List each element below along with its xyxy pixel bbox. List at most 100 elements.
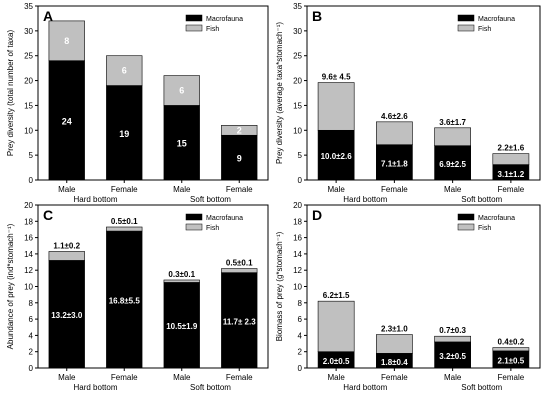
y-axis-label: Abundance of prey (ind*stomach⁻¹): [6, 223, 15, 349]
legend-label: Macrofauna: [206, 16, 243, 23]
y-tick-label: 16: [24, 234, 33, 243]
data-label-macrofauna: 11.7± 2.3: [223, 317, 256, 326]
legend-swatch: [186, 15, 202, 21]
data-label-fish: 3.6±1.7: [439, 118, 466, 127]
y-tick-label: 30: [24, 27, 33, 36]
data-label-macrofauna: 1.8±0.4: [381, 358, 408, 367]
chart-panel-c: C02468101214161820Abundance of prey (ind…: [6, 201, 268, 392]
x-group-label: Soft bottom: [190, 195, 231, 204]
x-category-label: Male: [173, 185, 191, 194]
y-tick-label: 6: [29, 315, 34, 324]
data-label-fish: 4.6±2.6: [381, 112, 408, 121]
y-tick-label: 10: [24, 283, 33, 292]
x-category-label: Female: [226, 185, 253, 194]
y-tick-label: 14: [293, 250, 302, 259]
bar-fish: [164, 280, 200, 282]
bar-fish: [318, 301, 354, 352]
y-tick-label: 8: [298, 299, 303, 308]
y-tick-label: 10: [293, 126, 302, 135]
y-tick-label: 10: [24, 126, 33, 135]
x-group-label: Hard bottom: [343, 383, 387, 392]
y-tick-label: 5: [29, 151, 34, 160]
y-tick-label: 2: [298, 348, 303, 357]
chart-panel-a: A05101520253035Prey diversity (total num…: [6, 2, 268, 204]
x-group-label: Hard bottom: [73, 195, 117, 204]
data-label-fish: 6: [122, 66, 127, 76]
data-label-fish: 0.5±0.1: [111, 217, 138, 226]
chart-panel-d: D02468101214161820Biomass of prey (g*sto…: [275, 201, 540, 392]
data-label-macrofauna: 13.2±3.0: [51, 311, 83, 320]
legend-swatch: [458, 214, 474, 220]
x-category-label: Female: [498, 185, 525, 194]
bar-fish: [493, 154, 529, 165]
legend-swatch: [186, 25, 202, 31]
y-tick-label: 35: [293, 2, 302, 11]
x-category-label: Male: [444, 373, 462, 382]
data-label-fish: 8: [64, 36, 69, 46]
x-group-label: Soft bottom: [190, 383, 231, 392]
y-tick-label: 35: [24, 2, 33, 11]
y-tick-label: 18: [24, 217, 33, 226]
y-tick-label: 8: [29, 299, 34, 308]
data-label-macrofauna: 10.0±2.6: [321, 152, 353, 161]
x-category-label: Male: [327, 185, 345, 194]
x-group-label: Soft bottom: [461, 383, 502, 392]
legend-label: Macrofauna: [478, 215, 515, 222]
data-label-macrofauna: 3.2±0.5: [439, 352, 466, 361]
y-tick-label: 10: [293, 283, 302, 292]
y-tick-label: 4: [29, 331, 34, 340]
x-category-label: Male: [327, 373, 345, 382]
chart-panel-b: B05101520253035Prey diversity (average t…: [275, 2, 540, 204]
legend-swatch: [458, 224, 474, 230]
panel-label: C: [43, 207, 53, 223]
data-label-fish: 0.7±0.3: [439, 326, 466, 335]
y-tick-label: 25: [293, 52, 302, 61]
y-tick-label: 0: [29, 176, 34, 185]
legend-swatch: [186, 224, 202, 230]
data-label-fish: 2.3±1.0: [381, 325, 408, 334]
bar-fish: [435, 336, 471, 342]
x-category-label: Female: [381, 185, 408, 194]
y-axis-label: Prey diversity (average taxa*stomach⁻¹): [275, 22, 284, 164]
bar-fish: [435, 128, 471, 146]
data-label-macrofauna: 19: [119, 129, 129, 139]
data-label-fish: 0.5±0.1: [226, 259, 253, 268]
y-tick-label: 15: [293, 101, 302, 110]
x-group-label: Soft bottom: [461, 195, 502, 204]
legend-label: Fish: [206, 26, 219, 33]
legend-swatch: [458, 15, 474, 21]
y-tick-label: 0: [298, 364, 303, 373]
data-label-macrofauna: 24: [62, 116, 72, 126]
legend-label: Fish: [206, 225, 219, 232]
y-tick-label: 20: [293, 77, 302, 86]
y-tick-label: 6: [298, 315, 303, 324]
legend-label: Fish: [478, 225, 491, 232]
y-tick-label: 14: [24, 250, 33, 259]
y-tick-label: 25: [24, 52, 33, 61]
y-tick-label: 16: [293, 234, 302, 243]
panel-label: D: [312, 207, 322, 223]
data-label-macrofauna: 6.9±2.5: [439, 160, 466, 169]
data-label-macrofauna: 16.8±5.5: [109, 297, 141, 306]
y-tick-label: 5: [298, 151, 303, 160]
y-tick-label: 12: [293, 266, 302, 275]
x-category-label: Female: [381, 373, 408, 382]
bar-fish: [376, 335, 412, 354]
data-label-fish: 9.6± 4.5: [322, 73, 351, 82]
legend-label: Macrofauna: [206, 215, 243, 222]
data-label-fish: 1.1±0.2: [53, 241, 80, 250]
x-category-label: Female: [111, 185, 138, 194]
y-tick-label: 18: [293, 217, 302, 226]
data-label-fish: 6.2±1.5: [323, 291, 350, 300]
y-tick-label: 4: [298, 331, 303, 340]
y-tick-label: 20: [293, 201, 302, 210]
x-category-label: Male: [444, 185, 462, 194]
data-label-fish: 2.2±1.6: [498, 144, 525, 153]
x-category-label: Female: [226, 373, 253, 382]
y-tick-label: 0: [29, 364, 34, 373]
data-label-macrofauna: 2.1±0.5: [498, 356, 525, 365]
x-category-label: Male: [58, 373, 76, 382]
data-label-macrofauna: 10.5±1.9: [166, 322, 198, 331]
y-tick-label: 20: [24, 77, 33, 86]
